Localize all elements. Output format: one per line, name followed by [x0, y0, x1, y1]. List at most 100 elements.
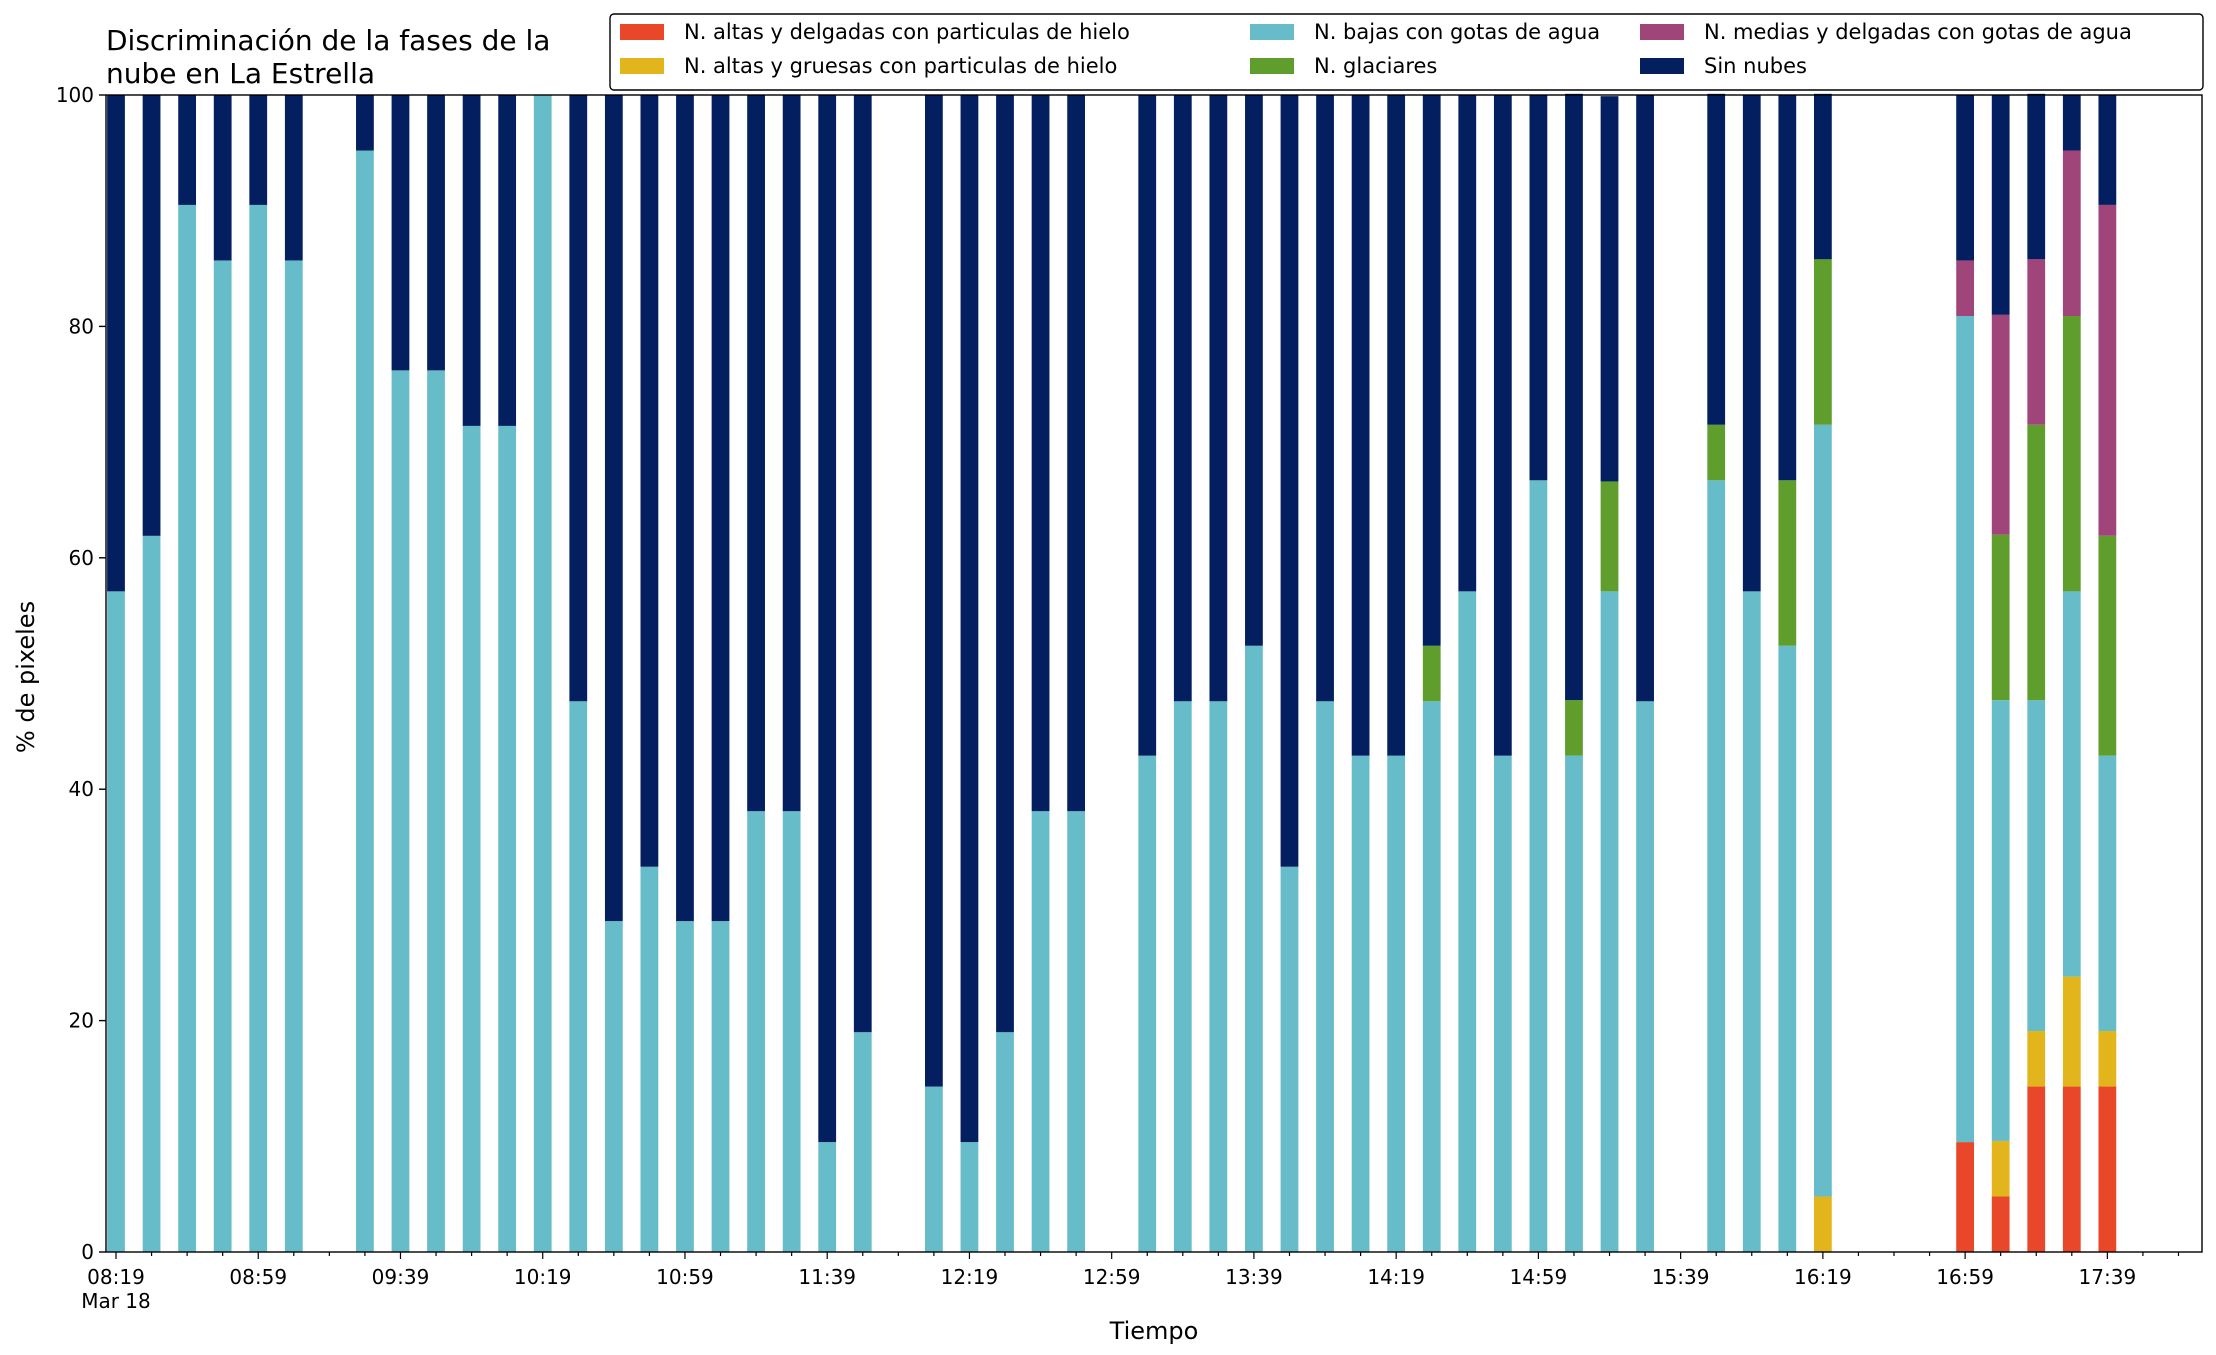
bar-segment: [1956, 315, 1975, 1143]
bar-segment: [1067, 95, 1086, 812]
bar-segment: [1742, 95, 1761, 592]
bar-segment: [640, 95, 659, 867]
bar-segment: [569, 701, 588, 1252]
bar-segment: [1173, 95, 1192, 702]
x-tick-label: 14:19: [1367, 1265, 1425, 1289]
bar-segment: [1067, 811, 1086, 1252]
bar-segment: [1991, 95, 2010, 315]
chart-title-line-2: nube en La Estrella: [106, 57, 375, 90]
bar-segment: [178, 204, 197, 1252]
bar-segment: [1778, 95, 1797, 481]
bar-segment: [2098, 1086, 2117, 1252]
legend-swatch: [1640, 24, 1684, 40]
bar-segment: [284, 260, 303, 1252]
bar-segment: [2098, 755, 2117, 1032]
legend-swatch: [1250, 24, 1294, 40]
x-tick-label: 08:19: [87, 1265, 145, 1289]
x-tick-sublabel: Mar 18: [81, 1289, 151, 1313]
legend-label: N. medias y delgadas con gotas de agua: [1704, 20, 2132, 44]
bar-segment: [427, 370, 445, 1252]
chart-title-line-1: Discriminación de la fases de la: [106, 24, 550, 57]
bar-segment: [2027, 93, 2046, 260]
bar-segment: [1707, 424, 1726, 481]
legend-swatch: [620, 58, 664, 74]
bar-segment: [1493, 95, 1512, 756]
bar-segment: [213, 95, 232, 261]
x-axis-label: Tiempo: [1109, 1317, 1199, 1345]
bar-segment: [569, 95, 588, 702]
y-tick-label: 40: [69, 777, 94, 801]
bar-segment: [1173, 701, 1192, 1252]
bar-segment: [249, 204, 268, 1252]
x-tick-label: 14:59: [1510, 1265, 1568, 1289]
bar-segment: [107, 591, 125, 1252]
bar-segment: [1138, 95, 1157, 756]
x-tick-label: 08:59: [229, 1265, 287, 1289]
bar-segment: [676, 95, 694, 922]
bar-segment: [498, 95, 517, 426]
bar-segment: [1991, 1196, 2010, 1252]
bar-segment: [1529, 95, 1548, 481]
legend-swatch: [620, 24, 664, 40]
bar-segment: [2062, 976, 2081, 1087]
bar-segment: [462, 425, 481, 1252]
bar-segment: [2098, 95, 2117, 205]
bar-segment: [1565, 755, 1583, 1252]
bar-segment: [1316, 701, 1334, 1252]
bar-segment: [711, 95, 730, 922]
bar-segment: [2062, 315, 2081, 592]
bar-segment: [1031, 95, 1050, 812]
bar-segment: [356, 95, 374, 151]
bar-segment: [1813, 93, 1832, 260]
bar-segment: [533, 95, 552, 1252]
bar-segment: [1991, 700, 2010, 1141]
bar-segment: [213, 260, 232, 1252]
bar-segment: [1422, 95, 1441, 646]
bar-segment: [924, 95, 943, 1087]
legend-box: [609, 13, 2204, 91]
bar-segment: [284, 95, 303, 261]
bar-segment: [391, 95, 410, 371]
bar-segment: [1636, 701, 1654, 1252]
bar-segment: [1351, 755, 1370, 1252]
bar-segment: [1707, 93, 1726, 425]
bar-segment: [356, 150, 374, 1252]
plot-frame: [105, 94, 2203, 1253]
bar-segment: [1245, 95, 1263, 646]
x-tick-label: 11:39: [798, 1265, 856, 1289]
bar-segment: [1138, 755, 1157, 1252]
bar-segment: [107, 95, 125, 592]
x-tick-label: 16:19: [1794, 1265, 1852, 1289]
bar-segment: [853, 95, 872, 1033]
bar-segment: [1956, 260, 1975, 316]
bar-segment: [142, 535, 161, 1252]
x-tick-label: 16:59: [1936, 1265, 1994, 1289]
bar-segment: [1991, 534, 2010, 701]
bar-segment: [2098, 1031, 2117, 1087]
bar-segment: [1316, 95, 1334, 702]
bar-segment: [1991, 1140, 2010, 1197]
bar-segment: [391, 370, 410, 1252]
bar-segment: [1707, 480, 1726, 1252]
bar-segment: [178, 95, 197, 205]
legend-label: Sin nubes: [1704, 54, 1807, 78]
bar-segment: [1209, 95, 1228, 702]
bar-segment: [1813, 424, 1832, 1197]
bar-segment: [2027, 700, 2046, 1032]
bar-segment: [711, 921, 730, 1252]
bar-segment: [782, 811, 801, 1252]
bars-layer: [107, 93, 2117, 1252]
x-tick-label: 13:39: [1225, 1265, 1283, 1289]
bar-segment: [604, 921, 623, 1252]
bar-segment: [1813, 259, 1832, 425]
bar-segment: [676, 921, 694, 1252]
legend-swatch: [1250, 58, 1294, 74]
bar-segment: [782, 95, 801, 812]
bar-segment: [1422, 701, 1441, 1252]
bar-segment: [818, 95, 837, 1143]
bar-segment: [2062, 591, 2081, 977]
bar-segment: [498, 425, 517, 1252]
x-tick-label: 10:19: [514, 1265, 572, 1289]
bar-segment: [1813, 1196, 1832, 1252]
